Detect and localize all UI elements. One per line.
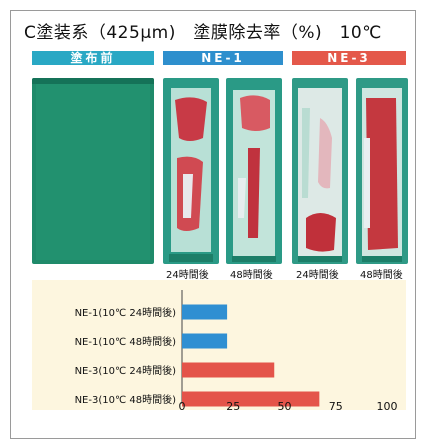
photo-ne1-24h: [163, 78, 219, 264]
photo-ne3-48h: [356, 78, 408, 264]
x-tick-label: 100: [377, 400, 398, 410]
category-label: NE-1(10℃ 24時間後): [75, 306, 177, 319]
category-label: NE-3(10℃ 24時間後): [75, 364, 177, 377]
header-ne3: NE-3: [292, 51, 406, 65]
caption-ne3-24h: 24時間後: [296, 270, 339, 281]
photo-ne1-48h: [226, 78, 282, 264]
bar: [182, 391, 320, 407]
photo-ne3-48h-image: [356, 78, 408, 264]
bar: [182, 333, 228, 349]
photo-ne1-24h-image: [163, 78, 219, 264]
photo-ne1-48h-image: [226, 78, 282, 264]
header-before: 塗布前: [32, 51, 154, 65]
category-label: NE-3(10℃ 48時間後): [75, 393, 177, 406]
photo-ne3-24h: [292, 78, 348, 264]
x-tick-label: 25: [226, 400, 240, 410]
caption-ne1-48h: 48時間後: [230, 270, 273, 281]
photo-ne3-24h-image: [292, 78, 348, 264]
x-tick-label: 0: [179, 400, 186, 410]
x-tick-label: 75: [329, 400, 343, 410]
caption-ne1-24h: 24時間後: [166, 270, 209, 281]
bar: [182, 304, 228, 320]
removal-rate-chart: NE-1(10℃ 24時間後) NE-1(10℃ 48時間後) NE-3(10℃ 2…: [32, 280, 406, 413]
photo-before-image: [32, 78, 154, 264]
caption-ne3-48h: 48時間後: [360, 270, 403, 281]
x-tick-label: 50: [278, 400, 292, 410]
figure-title: C塗装系（425µm) 塗膜除去率（%) 10℃: [24, 23, 382, 43]
category-label: NE-1(10℃ 48時間後): [75, 335, 177, 348]
header-ne1: NE-1: [163, 51, 283, 65]
bar: [182, 362, 275, 378]
photo-before-application: [32, 78, 154, 264]
chart-svg: NE-1(10℃ 24時間後) NE-1(10℃ 48時間後) NE-3(10℃ 2…: [75, 290, 398, 413]
